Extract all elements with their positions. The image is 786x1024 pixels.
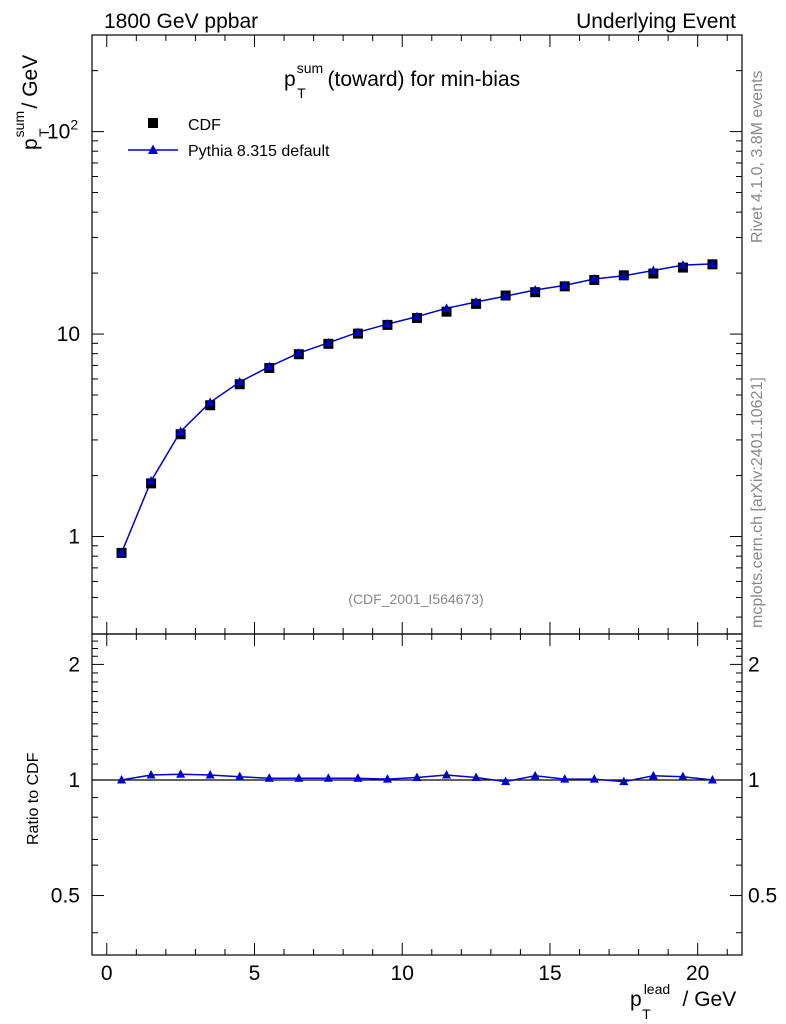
ratio-point xyxy=(235,771,245,781)
pythia-point xyxy=(382,319,392,328)
x-tick-label: 0 xyxy=(101,962,113,985)
ratio-point xyxy=(176,769,186,778)
legend-pythia-label: Pythia 8.315 default xyxy=(188,143,330,160)
pythia-point xyxy=(146,476,156,485)
ratio-point xyxy=(264,773,274,782)
process-label: Underlying Event xyxy=(576,10,736,33)
legend-pythia-marker xyxy=(148,144,158,154)
pythia-point xyxy=(353,327,363,336)
ratio-point xyxy=(619,776,629,786)
y-tick-label-100: 102 xyxy=(47,117,78,144)
ratio-point xyxy=(530,770,540,780)
rivet-version-label: Rivet 4.1.0, 3.8M events xyxy=(749,70,766,243)
ratio-point xyxy=(412,772,422,781)
ratio-y-tick-label-right: 1 xyxy=(748,769,760,792)
analysis-label: (CDF_2001_I564673) xyxy=(348,591,483,607)
svg-text:Ratio to CDF: Ratio to CDF xyxy=(25,752,42,845)
pythia-point xyxy=(205,397,215,406)
pythia-point xyxy=(117,547,127,557)
ratio-point xyxy=(146,770,156,779)
ratio-y-tick-label: 0.5 xyxy=(51,885,80,908)
pythia-point xyxy=(264,361,274,371)
pythia-point xyxy=(530,285,540,294)
legend: CDF Pythia 8.315 default xyxy=(128,117,330,160)
pythia-point xyxy=(471,296,481,306)
ratio-point xyxy=(323,773,333,782)
ratio-y-tick-label-right: 2 xyxy=(748,653,760,676)
ratio-y-tick-label: 2 xyxy=(68,653,80,676)
energy-label: 1800 GeV ppbar xyxy=(104,10,258,33)
plot-title: psum T (toward) for min-bias xyxy=(284,60,520,101)
pythia-point xyxy=(678,260,688,269)
pythia-point xyxy=(619,270,629,280)
pythia-point xyxy=(648,265,658,275)
main-y-axis-label: psum T / GeV xyxy=(11,55,52,150)
x-tick-label: 15 xyxy=(538,962,561,985)
ratio-point xyxy=(678,771,688,781)
ratio-y-tick-label-right: 0.5 xyxy=(748,885,777,908)
svg-text:mcplots.cern.ch [arXiv:2401.10: mcplots.cern.ch [arXiv:2401.10621] xyxy=(749,377,766,628)
ratio-y-tick-label: 1 xyxy=(68,769,80,792)
ratio-point xyxy=(560,774,570,783)
pythia-point xyxy=(294,348,304,357)
legend-cdf-marker xyxy=(148,118,158,128)
y-tick-label-10: 10 xyxy=(57,323,80,346)
ratio-y-axis-label: Ratio to CDF xyxy=(25,752,42,845)
pythia-point xyxy=(323,337,333,347)
pythia-point xyxy=(560,280,570,289)
ratio-point xyxy=(294,773,304,782)
ratio-point xyxy=(589,774,599,783)
pythia-point xyxy=(589,274,599,283)
x-tick-label: 20 xyxy=(686,962,709,985)
main-plot-panel: 1 10 102 xyxy=(47,34,743,635)
source-label: mcplots.cern.ch [arXiv:2401.10621] xyxy=(749,377,766,628)
pythia-point xyxy=(412,311,422,321)
ratio-point xyxy=(707,774,717,784)
svg-text:Rivet 4.1.0, 3.8M events: Rivet 4.1.0, 3.8M events xyxy=(749,70,766,243)
ratio-point xyxy=(471,772,481,781)
x-tick-label: 5 xyxy=(249,962,261,985)
ratio-point xyxy=(205,770,215,779)
ratio-frame xyxy=(91,633,743,956)
ratio-point xyxy=(382,774,392,783)
pythia-point xyxy=(501,291,511,300)
ratio-point xyxy=(648,770,658,780)
y-tick-label-1: 1 xyxy=(68,526,80,549)
ratio-point xyxy=(117,774,127,784)
pythia-point xyxy=(442,303,452,312)
legend-cdf-label: CDF xyxy=(188,117,221,134)
pythia-point xyxy=(176,426,186,436)
ratio-point xyxy=(442,770,452,779)
ratio-point xyxy=(353,773,363,782)
ratio-plot-panel: 0 5 10 15 20 0.5 0.5 1 1 2 2 xyxy=(51,633,777,985)
x-tick-label: 10 xyxy=(391,962,414,985)
x-axis-label: p lead T / GeV xyxy=(630,981,736,1022)
ratio-point xyxy=(501,776,511,786)
pythia-point xyxy=(235,376,245,386)
pythia-point xyxy=(707,258,717,268)
